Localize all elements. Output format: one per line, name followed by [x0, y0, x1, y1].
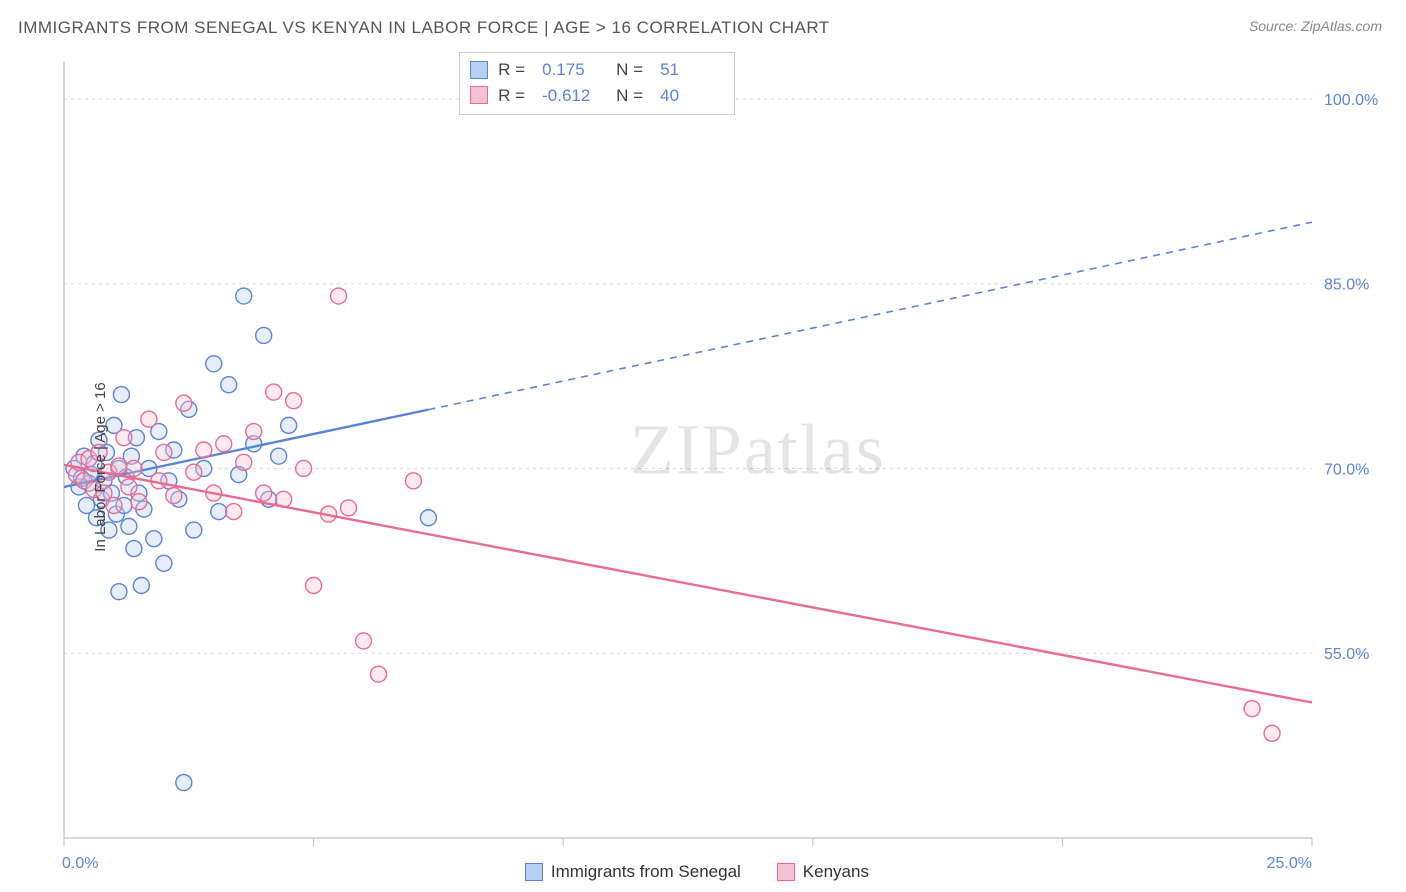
- scatter-point: [211, 504, 227, 520]
- scatter-point: [420, 510, 436, 526]
- scatter-point: [141, 411, 157, 427]
- scatter-point: [113, 387, 129, 403]
- scatter-point: [1264, 725, 1280, 741]
- scatter-point: [236, 454, 252, 470]
- scatter-point: [246, 424, 262, 440]
- stats-row: R = -0.612 N = 40: [470, 83, 724, 109]
- scatter-point: [206, 356, 222, 372]
- scatter-point: [126, 541, 142, 557]
- y-axis-label: In Labor Force | Age > 16: [92, 382, 109, 551]
- svg-text:100.0%: 100.0%: [1324, 92, 1378, 109]
- scatter-point: [331, 288, 347, 304]
- scatter-point: [226, 504, 242, 520]
- legend-swatch: [470, 61, 488, 79]
- scatter-point: [121, 518, 137, 534]
- stats-row: R = 0.175 N = 51: [470, 57, 724, 83]
- scatter-point: [176, 775, 192, 791]
- scatter-point: [156, 555, 172, 571]
- scatter-point: [156, 444, 172, 460]
- scatter-point: [176, 395, 192, 411]
- scatter-chart: 0.0% 25.0% 55.0% 70.0% 85.0% 100.0%: [18, 52, 1388, 882]
- scatter-point: [166, 488, 182, 504]
- scatter-point: [111, 458, 127, 474]
- legend-item: Kenyans: [777, 862, 869, 882]
- scatter-point: [131, 494, 147, 510]
- stat-r-value: -0.612: [542, 83, 606, 109]
- scatter-point: [216, 436, 232, 452]
- source-label: Source: ZipAtlas.com: [1249, 18, 1382, 34]
- stat-n-value: 51: [660, 57, 724, 83]
- svg-text:0.0%: 0.0%: [62, 855, 98, 872]
- scatter-point: [370, 666, 386, 682]
- scatter-point: [236, 288, 252, 304]
- stat-n-value: 40: [660, 83, 724, 109]
- stat-r-value: 0.175: [542, 57, 606, 83]
- legend-label: Kenyans: [803, 862, 869, 882]
- scatter-point: [186, 464, 202, 480]
- chart-container: In Labor Force | Age > 16 ZIPatlas 0.0%2…: [18, 52, 1388, 882]
- svg-text:70.0%: 70.0%: [1324, 461, 1369, 478]
- scatter-point: [256, 485, 272, 501]
- scatter-point: [356, 633, 372, 649]
- stat-label: N =: [616, 83, 650, 109]
- legend-swatch: [777, 863, 795, 881]
- scatter-point: [121, 479, 137, 495]
- scatter-point: [1244, 701, 1260, 717]
- stat-label: N =: [616, 57, 650, 83]
- legend-swatch: [470, 86, 488, 104]
- svg-text:25.0%: 25.0%: [1267, 855, 1312, 872]
- bottom-legend: Immigrants from Senegal Kenyans: [525, 862, 869, 882]
- scatter-point: [111, 584, 127, 600]
- legend-label: Immigrants from Senegal: [551, 862, 741, 882]
- stat-label: R =: [498, 57, 532, 83]
- scatter-point: [126, 460, 142, 476]
- scatter-point: [146, 531, 162, 547]
- scatter-point: [286, 393, 302, 409]
- scatter-point: [116, 430, 132, 446]
- scatter-point: [133, 577, 149, 593]
- scatter-point: [306, 577, 322, 593]
- legend-item: Immigrants from Senegal: [525, 862, 741, 882]
- stats-box: R = 0.175 N = 51 R = -0.612 N = 40: [459, 52, 735, 115]
- scatter-point: [341, 500, 357, 516]
- scatter-point: [266, 384, 282, 400]
- page-title: IMMIGRANTS FROM SENEGAL VS KENYAN IN LAB…: [18, 18, 830, 38]
- scatter-point: [405, 473, 421, 489]
- scatter-point: [256, 327, 272, 343]
- regression-line: [64, 465, 1312, 703]
- stat-label: R =: [498, 83, 532, 109]
- scatter-point: [281, 417, 297, 433]
- scatter-point: [296, 460, 312, 476]
- scatter-point: [186, 522, 202, 538]
- svg-text:55.0%: 55.0%: [1324, 646, 1369, 663]
- scatter-point: [221, 377, 237, 393]
- legend-swatch: [525, 863, 543, 881]
- svg-text:85.0%: 85.0%: [1324, 277, 1369, 294]
- regression-line-dashed: [428, 222, 1312, 409]
- scatter-point: [271, 448, 287, 464]
- scatter-point: [196, 442, 212, 458]
